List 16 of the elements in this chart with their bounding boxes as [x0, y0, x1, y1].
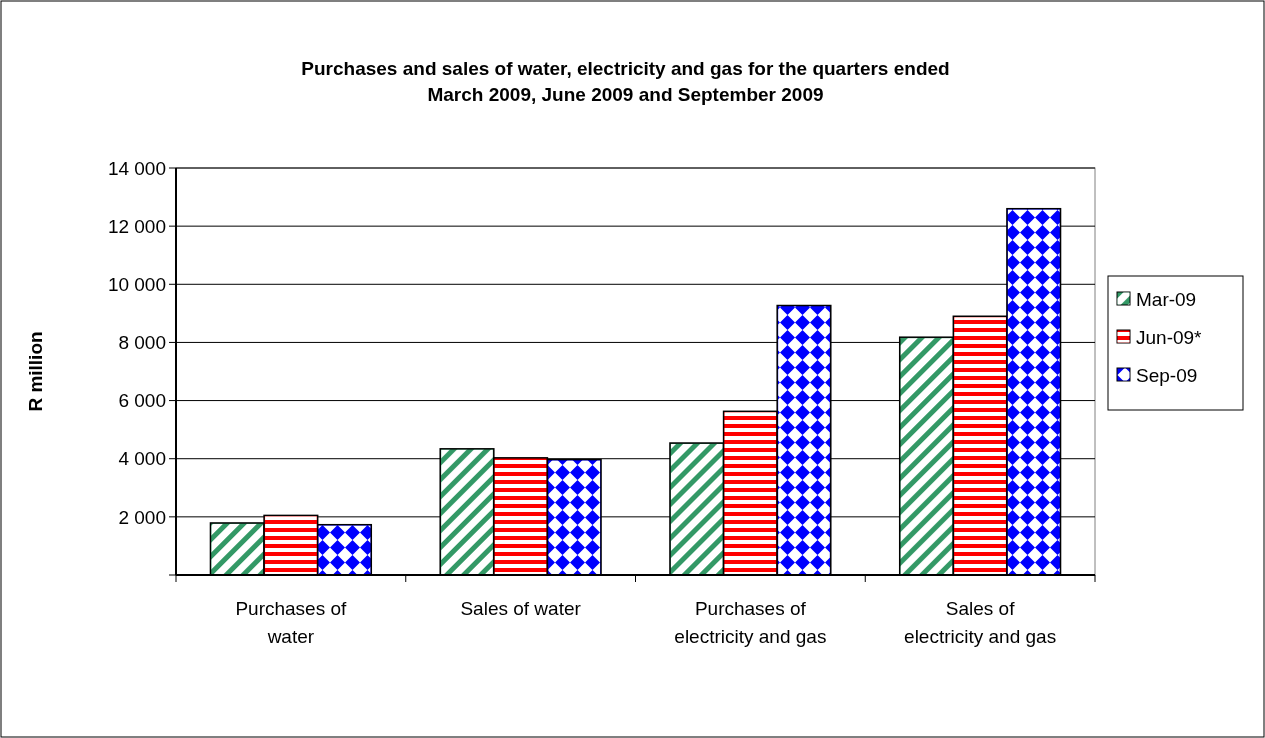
- y-tick-label: 10 000: [107, 273, 166, 295]
- y-tick-label: 4 000: [118, 448, 166, 470]
- y-tick-label: 14 000: [107, 157, 166, 179]
- y-tick-label: 12 000: [107, 215, 166, 237]
- x-tick-label: Purchases of electricity and gas: [674, 598, 827, 647]
- x-tick-label: Sales of electricity and gas: [904, 598, 1057, 647]
- legend-label: Sep-09: [1136, 364, 1198, 386]
- y-tick-label: 2 000: [118, 506, 166, 528]
- legend-label: Mar-09: [1136, 288, 1197, 310]
- y-tick-label: 8 000: [118, 332, 166, 354]
- legend-label: Jun-09*: [1136, 326, 1203, 348]
- x-tick-label: Sales of water: [460, 598, 582, 619]
- y-axis-title: R million: [25, 331, 46, 412]
- x-tick-label: Purchases of water: [235, 598, 348, 647]
- chart-title: Purchases and sales of water, electricity and gas for the quarters ended March 2009, June 2009 and September 2009: [301, 58, 950, 105]
- y-tick-label: 6 000: [118, 390, 166, 412]
